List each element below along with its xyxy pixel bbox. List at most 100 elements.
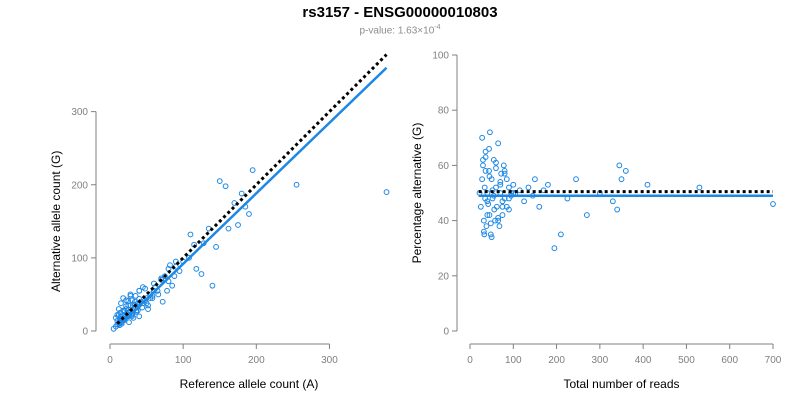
right-data-point (487, 220, 494, 227)
right-data-point (495, 214, 502, 221)
right-data-point (573, 176, 579, 183)
right-x-tick-label: 600 (721, 355, 738, 366)
left-data-point (125, 302, 132, 309)
right-data-point (545, 181, 551, 188)
right-data-point (551, 245, 558, 252)
right-y-axis-label: Percentage alternative (G) (410, 123, 424, 264)
left-reference-line (116, 53, 388, 325)
left-data-point (121, 307, 128, 314)
right-data-point (493, 159, 499, 166)
left-data-point (149, 295, 156, 301)
right-data-point (525, 184, 532, 191)
left-data-point (118, 300, 124, 307)
right-data-point (481, 184, 488, 191)
right-data-point (499, 212, 506, 218)
right-data-point (486, 168, 492, 174)
right-data-point (486, 145, 492, 152)
left-data-point (193, 265, 200, 272)
right-data-point (482, 168, 489, 174)
left-data-point (293, 181, 300, 188)
left-data-point (238, 190, 245, 197)
left-data-point (131, 301, 138, 308)
left-data-point (222, 183, 229, 190)
right-y-tick-label: 40 (438, 216, 450, 227)
right-data-point (486, 173, 493, 180)
right-data-point (493, 184, 499, 191)
right-data-point (622, 168, 629, 174)
right-data-point (487, 231, 494, 238)
right-data-point (499, 198, 506, 205)
right-data-point (501, 168, 508, 174)
left-data-point (134, 301, 140, 307)
right-y-tick-label: 20 (438, 271, 450, 282)
left-fit-line (116, 66, 388, 329)
right-data-point (495, 140, 502, 147)
right-data-point (484, 212, 491, 218)
right-data-point (536, 203, 543, 210)
left-y-axis-label: Alternative allele count (G) (49, 151, 63, 292)
right-x-tick-label: 300 (592, 355, 609, 366)
right-data-point (501, 170, 508, 177)
right-data-point (644, 181, 651, 188)
right-data-point (499, 203, 506, 210)
right-data-point (480, 217, 487, 224)
left-data-point (129, 297, 135, 304)
right-data-point (614, 206, 621, 213)
right-data-point (503, 176, 510, 183)
right-x-tick-label: 100 (505, 355, 522, 366)
left-data-point (186, 254, 192, 261)
right-data-point (521, 198, 528, 205)
left-data-point (136, 313, 143, 320)
left-data-point (187, 231, 194, 238)
left-data-point (383, 189, 390, 195)
left-data-point (225, 225, 232, 232)
right-data-point (482, 154, 489, 161)
left-x-axis-label: Reference allele count (A) (180, 377, 319, 391)
right-data-point (488, 234, 495, 241)
chart-subtitle: p-value: 1.63×10-4 (0, 24, 800, 36)
right-data-point (481, 231, 488, 238)
left-data-point (140, 284, 146, 291)
right-data-point (532, 176, 538, 183)
right-data-point (583, 212, 590, 218)
left-x-tick-label: 300 (321, 355, 338, 366)
right-data-point (497, 179, 504, 185)
left-data-point (198, 271, 205, 277)
left-y-tick-label: 0 (82, 327, 88, 338)
left-x-tick-label: 200 (248, 355, 265, 366)
right-data-point (558, 231, 564, 238)
right-data-point (491, 206, 498, 213)
right-data-point (618, 176, 625, 183)
right-data-point (482, 148, 489, 155)
right-data-point (480, 162, 486, 169)
left-data-point (164, 287, 170, 294)
right-data-point (609, 198, 616, 205)
left-y-tick-label: 100 (71, 253, 88, 264)
right-data-point (484, 198, 491, 205)
right-data-point (497, 181, 504, 188)
left-data-point (136, 287, 143, 294)
right-y-tick-label: 80 (438, 106, 450, 117)
left-data-point (126, 319, 132, 326)
right-x-tick-label: 400 (635, 355, 652, 366)
right-x-tick-label: 500 (678, 355, 695, 366)
left-data-point (115, 306, 122, 312)
left-data-point (145, 306, 151, 312)
left-data-point (121, 308, 127, 315)
left-data-point (246, 211, 252, 217)
left-data-point (132, 293, 139, 299)
right-data-point (493, 165, 499, 172)
right-data-point (696, 184, 703, 191)
right-data-point (479, 176, 486, 183)
left-x-tick-label: 100 (175, 355, 192, 366)
right-data-point (487, 129, 493, 136)
pvalue-text: p-value: 1.63×10 (359, 25, 435, 37)
left-y-tick-label: 300 (71, 107, 88, 118)
left-data-point (249, 167, 256, 174)
right-data-point (616, 162, 623, 169)
right-x-tick-label: 700 (765, 355, 782, 366)
right-data-point (498, 170, 505, 177)
left-data-point (155, 291, 162, 298)
right-data-point (500, 162, 507, 169)
